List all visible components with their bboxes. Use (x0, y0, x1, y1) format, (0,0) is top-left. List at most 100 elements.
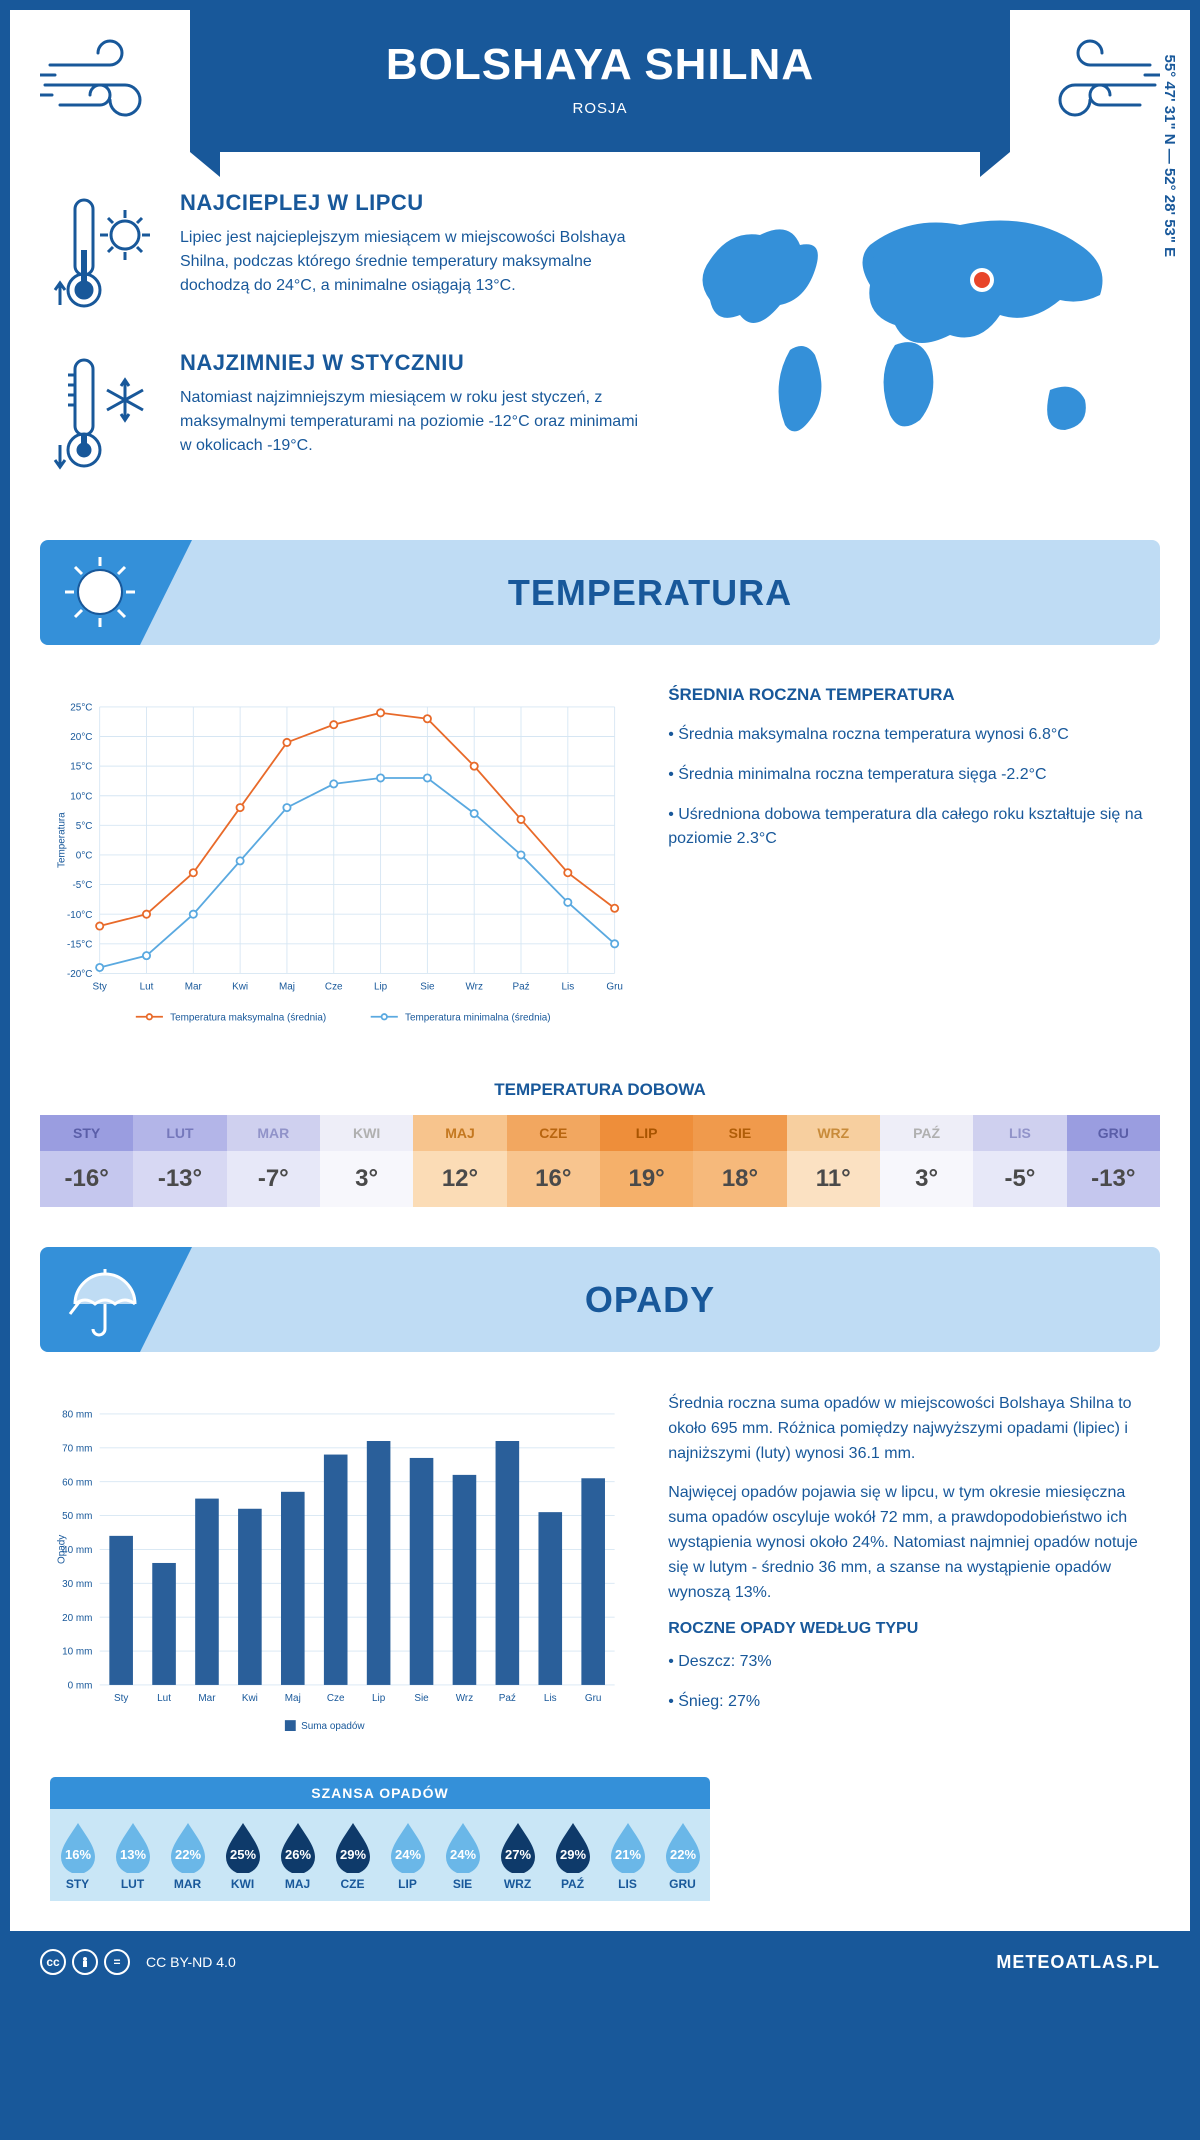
header: BOLSHAYA SHILNA ROSJA (10, 10, 1190, 180)
daily-cell: SIE18° (693, 1115, 786, 1207)
precip-type-1: • Śnieg: 27% (668, 1690, 1150, 1715)
svg-text:Kwi: Kwi (242, 1693, 258, 1704)
precip-banner-title: OPADY (140, 1279, 1160, 1321)
sun-icon (60, 552, 140, 637)
chance-drop: 29%PAŹ (545, 1821, 600, 1891)
thermometer-sun-icon (50, 190, 160, 325)
warmest-text: Lipiec jest najcieplejszym miesiącem w m… (180, 226, 640, 298)
chance-drop: 13%LUT (105, 1821, 160, 1891)
svg-text:Sie: Sie (420, 982, 435, 993)
svg-text:29%: 29% (559, 1847, 585, 1862)
svg-text:50 mm: 50 mm (62, 1511, 92, 1522)
chance-drop: 22%GRU (655, 1821, 710, 1891)
svg-text:25°C: 25°C (70, 703, 92, 714)
chance-drop: 21%LIS (600, 1821, 655, 1891)
precip-bar-chart: 0 mm10 mm20 mm30 mm40 mm50 mm60 mm70 mm8… (50, 1392, 628, 1757)
precip-text: Średnia roczna suma opadów w miejscowośc… (668, 1392, 1150, 1757)
svg-text:0°C: 0°C (76, 851, 93, 862)
svg-text:Lip: Lip (372, 1693, 386, 1704)
precip-type-title: ROCZNE OPADY WEDŁUG TYPU (668, 1620, 1150, 1638)
annual-point-0: • Średnia maksymalna roczna temperatura … (668, 723, 1150, 748)
temp-annual-text: ŚREDNIA ROCZNA TEMPERATURA • Średnia mak… (668, 685, 1150, 1050)
svg-text:Sty: Sty (114, 1693, 128, 1704)
temp-line-chart: -20°C-15°C-10°C-5°C0°C5°C10°C15°C20°C25°… (50, 685, 628, 1050)
svg-text:20 mm: 20 mm (62, 1613, 92, 1624)
annual-point-1: • Średnia minimalna roczna temperatura s… (668, 763, 1150, 788)
svg-text:Maj: Maj (279, 982, 295, 993)
by-icon (72, 1949, 98, 1975)
chance-drop: 25%KWI (215, 1821, 270, 1891)
daily-cell: LIP19° (600, 1115, 693, 1207)
svg-text:26%: 26% (284, 1847, 310, 1862)
svg-text:-10°C: -10°C (67, 910, 92, 921)
daily-cell: KWI3° (320, 1115, 413, 1207)
svg-text:15°C: 15°C (70, 762, 92, 773)
country-label: ROSJA (200, 100, 1000, 117)
annual-temp-title: ŚREDNIA ROCZNA TEMPERATURA (668, 685, 1150, 705)
temp-banner: TEMPERATURA (40, 540, 1160, 645)
location-title: BOLSHAYA SHILNA (200, 40, 1000, 90)
svg-text:Gru: Gru (606, 982, 623, 993)
svg-text:Lut: Lut (157, 1693, 171, 1704)
warmest-block: NAJCIEPLEJ W LIPCU Lipiec jest najcieple… (50, 190, 640, 325)
svg-text:5°C: 5°C (76, 821, 93, 832)
svg-text:29%: 29% (339, 1847, 365, 1862)
svg-text:30 mm: 30 mm (62, 1579, 92, 1590)
license-block: cc = CC BY-ND 4.0 (40, 1949, 236, 1975)
svg-text:0 mm: 0 mm (68, 1681, 93, 1692)
svg-text:Temperatura maksymalna (średni: Temperatura maksymalna (średnia) (170, 1012, 326, 1023)
svg-text:Mar: Mar (198, 1693, 216, 1704)
license-text: CC BY-ND 4.0 (146, 1954, 236, 1970)
svg-text:Lis: Lis (544, 1693, 557, 1704)
svg-text:Paź: Paź (499, 1693, 516, 1704)
page: BOLSHAYA SHILNA ROSJA (10, 10, 1190, 1993)
svg-text:Mar: Mar (185, 982, 203, 993)
chance-drop: 24%SIE (435, 1821, 490, 1891)
chance-title: SZANSA OPADÓW (50, 1777, 710, 1809)
svg-text:22%: 22% (174, 1847, 200, 1862)
daily-cell: WRZ11° (787, 1115, 880, 1207)
annual-point-2: • Uśredniona dobowa temperatura dla całe… (668, 803, 1150, 853)
footer: cc = CC BY-ND 4.0 METEOATLAS.PL (10, 1931, 1190, 1993)
chance-drop: 22%MAR (160, 1821, 215, 1891)
svg-text:Wrz: Wrz (465, 982, 482, 993)
intro: NAJCIEPLEJ W LIPCU Lipiec jest najcieple… (10, 180, 1190, 540)
svg-text:24%: 24% (394, 1847, 420, 1862)
svg-text:25%: 25% (229, 1847, 255, 1862)
svg-text:70 mm: 70 mm (62, 1443, 92, 1454)
site-name: METEOATLAS.PL (996, 1952, 1160, 1973)
daily-temp-title: TEMPERATURA DOBOWA (10, 1080, 1190, 1100)
daily-temp-table: STY-16°LUT-13°MAR-7°KWI3°MAJ12°CZE16°LIP… (40, 1115, 1160, 1207)
daily-cell: MAR-7° (227, 1115, 320, 1207)
svg-text:-20°C: -20°C (67, 969, 92, 980)
svg-text:80 mm: 80 mm (62, 1410, 92, 1421)
chance-drop: 26%MAJ (270, 1821, 325, 1891)
svg-text:Wrz: Wrz (456, 1693, 473, 1704)
precip-type-0: • Deszcz: 73% (668, 1650, 1150, 1675)
coldest-block: NAJZIMNIEJ W STYCZNIU Natomiast najzimni… (50, 350, 640, 485)
svg-text:Cze: Cze (325, 982, 343, 993)
svg-text:21%: 21% (614, 1847, 640, 1862)
svg-text:Kwi: Kwi (232, 982, 248, 993)
world-map: 55° 47' 31" N — 52° 28' 53" E (670, 190, 1150, 510)
daily-cell: LUT-13° (133, 1115, 226, 1207)
thermometer-snow-icon (50, 350, 160, 485)
chance-drop: 24%LIP (380, 1821, 435, 1891)
coldest-text: Natomiast najzimniejszym miesiącem w rok… (180, 386, 640, 458)
svg-text:13%: 13% (119, 1847, 145, 1862)
title-banner: BOLSHAYA SHILNA ROSJA (190, 10, 1010, 152)
svg-text:Opady: Opady (56, 1535, 67, 1564)
svg-text:Cze: Cze (327, 1693, 345, 1704)
daily-cell: STY-16° (40, 1115, 133, 1207)
coordinates: 55° 47' 31" N — 52° 28' 53" E (1162, 55, 1179, 258)
svg-text:Suma opadów: Suma opadów (301, 1721, 365, 1732)
precip-banner: OPADY (40, 1247, 1160, 1352)
svg-text:60 mm: 60 mm (62, 1477, 92, 1488)
daily-cell: MAJ12° (413, 1115, 506, 1207)
temp-banner-title: TEMPERATURA (140, 572, 1160, 614)
svg-text:20°C: 20°C (70, 732, 92, 743)
svg-text:10°C: 10°C (70, 791, 92, 802)
svg-text:24%: 24% (449, 1847, 475, 1862)
nd-icon: = (104, 1949, 130, 1975)
svg-text:22%: 22% (669, 1847, 695, 1862)
